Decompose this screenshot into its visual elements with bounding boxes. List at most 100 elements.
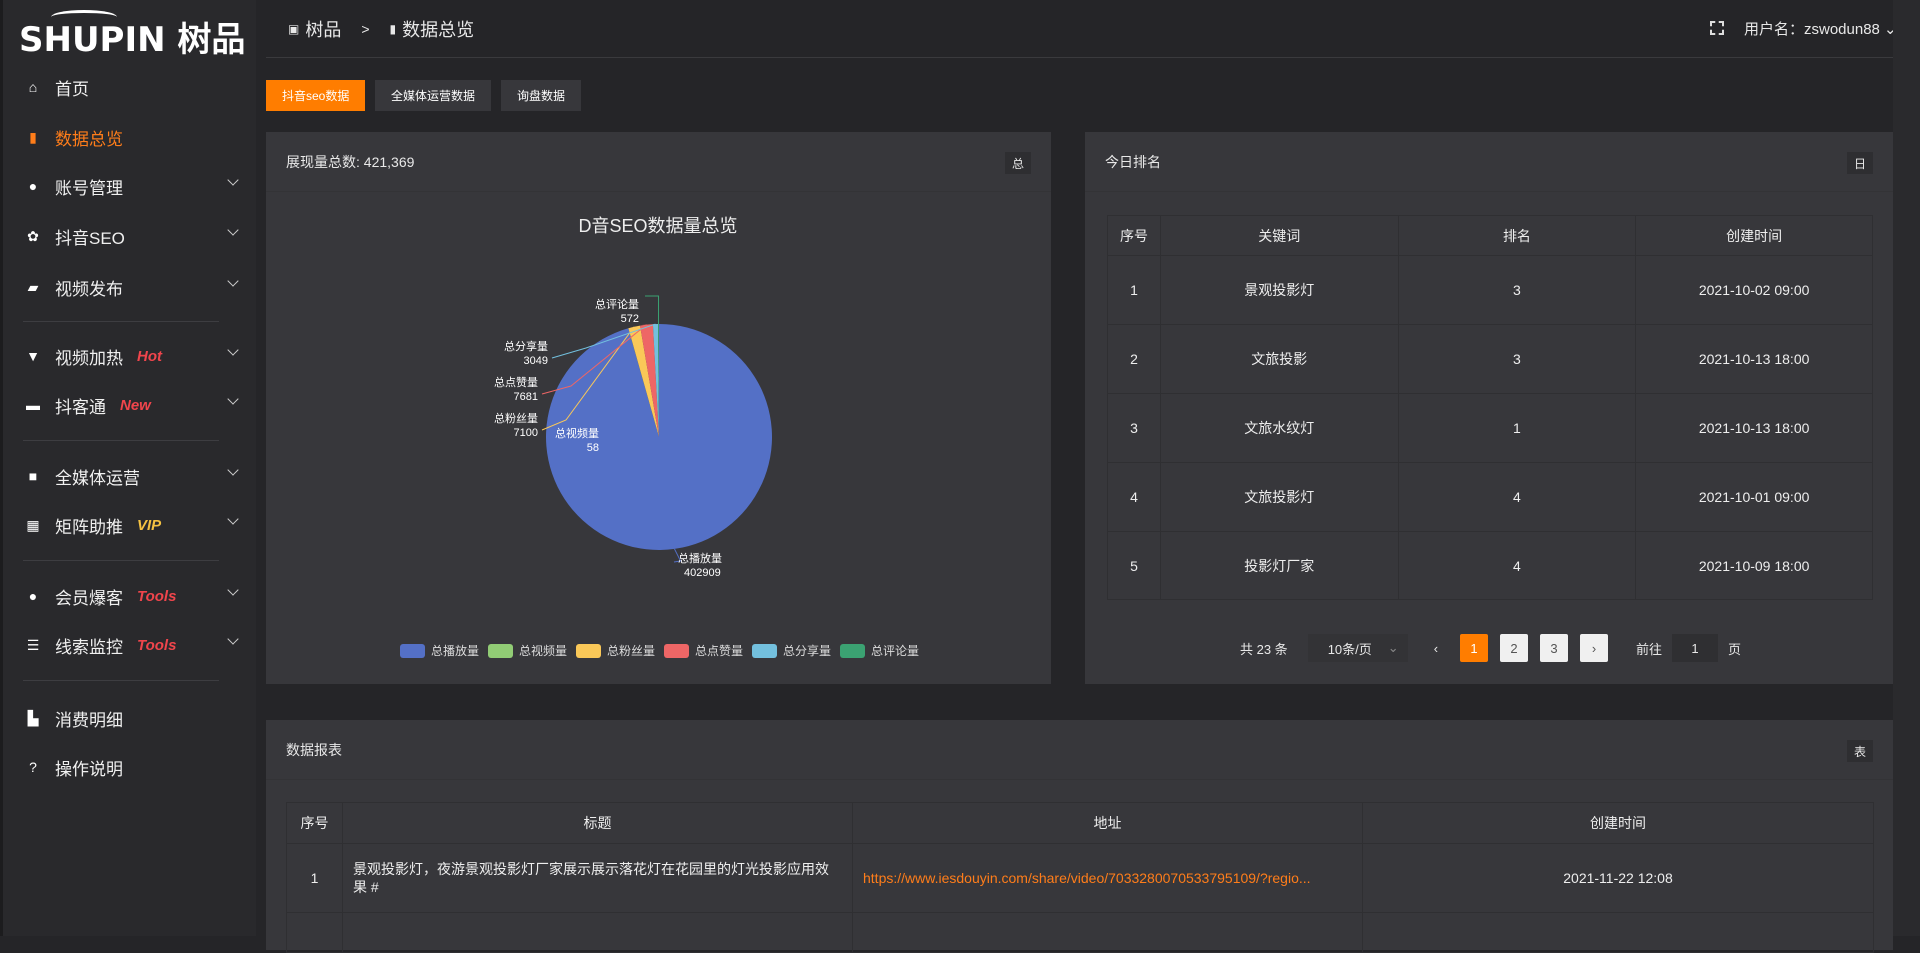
sidebar-item-label: 消费明细 <box>55 710 123 730</box>
day-tag[interactable]: 日 <box>1847 152 1873 174</box>
sidebar-item-10[interactable]: ☰ 线索监控 Tools <box>25 625 239 665</box>
sidebar-item-label: 首页 <box>55 79 89 99</box>
legend-swatch[interactable] <box>664 644 689 658</box>
legend-item[interactable]: 总播放量 <box>431 643 479 658</box>
sidebar-item-label: 操作说明 <box>55 759 123 779</box>
table-row: 3 文旅水纹灯 1 2021-10-13 18:00 <box>1107 393 1873 463</box>
table-cell: 2021-10-01 09:00 <box>1635 462 1873 532</box>
home-icon: ⌂ <box>28 79 38 95</box>
page-size-select[interactable]: 10条/页 ⌄ <box>1307 634 1408 662</box>
slice-value: 58 <box>587 442 599 454</box>
table-cell: 5 <box>1107 531 1161 599</box>
page-1[interactable]: 1 <box>1460 634 1489 662</box>
sidebar-item-6[interactable]: ▬ 抖客通 New <box>25 385 239 425</box>
sidebar-item-5[interactable]: ▼ 视频加热 Hot <box>25 336 239 376</box>
sidebar-item-1[interactable]: ▮ 数据总览 <box>25 117 237 157</box>
sidebar-item-9[interactable]: ● 会员爆客 Tools <box>25 576 239 616</box>
chevron-down-icon <box>227 344 239 356</box>
sidebar-item-label: 矩阵助推 <box>55 517 123 537</box>
sidebar-item-4[interactable]: ▰ 视频发布 <box>25 267 239 307</box>
slice-value: 7681 <box>514 391 538 403</box>
legend-item[interactable]: 总视频量 <box>519 643 567 658</box>
slice-label: 总点赞量 <box>494 375 538 389</box>
sidebar-item-0[interactable]: ⌂ 首页 <box>25 67 237 107</box>
legend-swatch[interactable] <box>752 644 777 658</box>
sidebar-item-8[interactable]: ▦ 矩阵助推 VIP <box>25 505 239 545</box>
billboard-icon: ▼ <box>26 348 40 364</box>
tab-douyin-seo[interactable]: 抖音seo数据 <box>266 80 366 111</box>
next-page-button[interactable]: › <box>1580 634 1609 662</box>
column-header: 创建时间 <box>1362 802 1874 844</box>
scrollbar[interactable] <box>1893 0 1920 936</box>
prev-page-button[interactable]: ‹ <box>1433 640 1439 656</box>
slice-label: 总分享量 <box>504 339 548 353</box>
sidebar-item-label: 会员爆客 <box>55 588 123 608</box>
table-tag[interactable]: 表 <box>1847 740 1873 762</box>
sidebar-item-label: 账号管理 <box>55 178 123 198</box>
user-icon: ● <box>28 178 38 194</box>
table-cell: 2 <box>1107 324 1161 394</box>
pie-slice-2[interactable] <box>628 325 659 437</box>
column-header: 地址 <box>852 802 1363 844</box>
legend-item[interactable]: 总分享量 <box>783 643 831 658</box>
tab-all-media[interactable]: 全媒体运营数据 <box>375 80 492 111</box>
table-cell: 2021-10-02 09:00 <box>1635 255 1873 325</box>
table-cell: 2021-10-13 18:00 <box>1635 324 1873 394</box>
ranking-table: 序号 关键词 排名 创建时间 1 景观投影灯 3 2021-10-02 09:00 2 文旅投影 3… <box>1107 215 1873 599</box>
report-card: 数据报表 表 序号 标题 地址 创建时间 1 景观投影灯，夜游景观投影灯厂家展示展示落花灯… <box>266 720 1893 953</box>
table-cell: 3 <box>1397 324 1637 394</box>
user-menu[interactable]: 用户名：zswodun88 ⌄ <box>1744 21 1897 38</box>
pie-slice-1[interactable] <box>628 328 659 437</box>
gear-icon: ✿ <box>27 227 39 244</box>
chart-icon: ▣ <box>288 22 300 36</box>
page-3[interactable]: 3 <box>1540 634 1569 662</box>
goto-input[interactable]: 1 <box>1672 634 1719 662</box>
table-row: 5 投影灯厂家 4 2021-10-09 18:00 <box>1107 531 1873 599</box>
column-header: 序号 <box>1107 215 1161 256</box>
monitor-icon: ■ <box>28 468 38 484</box>
sidebar-item-12[interactable]: ? 操作说明 <box>25 747 237 787</box>
legend-item[interactable]: 总评论量 <box>871 644 919 658</box>
fullscreen-icon[interactable] <box>1710 21 1724 35</box>
legend-item[interactable]: 总点赞量 <box>695 644 743 658</box>
legend-swatch[interactable] <box>488 644 513 658</box>
slice-label: 总视频量 <box>555 426 599 440</box>
legend-swatch[interactable] <box>576 644 601 658</box>
breadcrumb-home[interactable]: 树品 <box>305 20 342 40</box>
total-tag[interactable]: 总 <box>1005 152 1031 174</box>
chat-icon: ▬ <box>26 397 40 413</box>
page-2[interactable]: 2 <box>1500 634 1529 662</box>
sidebar-badge: Hot <box>137 347 162 365</box>
tab-inquiry[interactable]: 询盘数据 <box>501 80 582 111</box>
page-unit: 页 <box>1728 641 1742 657</box>
table-cell: 文旅投影 <box>1159 324 1399 394</box>
chevron-down-icon <box>227 464 239 476</box>
pagination: 共 23 条 10条/页 ⌄ ‹ 1 2 3 › 前往 1 页 <box>1240 634 1741 662</box>
goto-label: 前往 <box>1636 641 1663 657</box>
table-row: 1 景观投影灯，夜游景观投影灯厂家展示展示落花灯在花园里的灯光投影应用效果 # ht… <box>286 843 1874 913</box>
ranking-card: 今日排名 日 序号 关键词 排名 创建时间 1 景观投影灯 3 2021-10-02 09:0… <box>1085 132 1893 684</box>
table-row: 2 文旅投影 3 2021-10-13 18:00 <box>1107 324 1873 394</box>
table-cell: 3 <box>1397 255 1637 325</box>
legend-swatch[interactable] <box>840 644 865 658</box>
chevron-down-icon <box>227 275 239 287</box>
breadcrumb-current: 数据总览 <box>402 20 475 40</box>
slice-value: 3049 <box>524 355 548 367</box>
pie-slice-4[interactable] <box>652 324 659 437</box>
chart-title: D音SEO数据量总览 <box>578 216 737 236</box>
sidebar-item-2[interactable]: ● 账号管理 <box>25 166 239 206</box>
chevron-down-icon <box>227 584 239 596</box>
sidebar-item-3[interactable]: ✿ 抖音SEO <box>25 216 239 256</box>
label-line <box>645 295 660 325</box>
legend-swatch[interactable] <box>400 644 425 658</box>
chevron-down-icon <box>227 513 239 525</box>
table-cell: 景观投影灯，夜游景观投影灯厂家展示展示落花灯在花园里的灯光投影应用效果 # <box>342 843 853 913</box>
legend-item[interactable]: 总粉丝量 <box>607 644 655 658</box>
sidebar-item-7[interactable]: ■ 全媒体运营 <box>25 456 239 496</box>
video-link[interactable]: https://www.iesdouyin.com/share/video/70… <box>852 843 1363 913</box>
sidebar-item-label: 抖音SEO <box>55 228 125 248</box>
sidebar-item-11[interactable]: ▙ 消费明细 <box>25 698 237 738</box>
help-icon: ? <box>29 759 37 775</box>
table-row: 1 景观投影灯 3 2021-10-02 09:00 <box>1107 255 1873 325</box>
pie-slice-3[interactable] <box>640 324 659 437</box>
